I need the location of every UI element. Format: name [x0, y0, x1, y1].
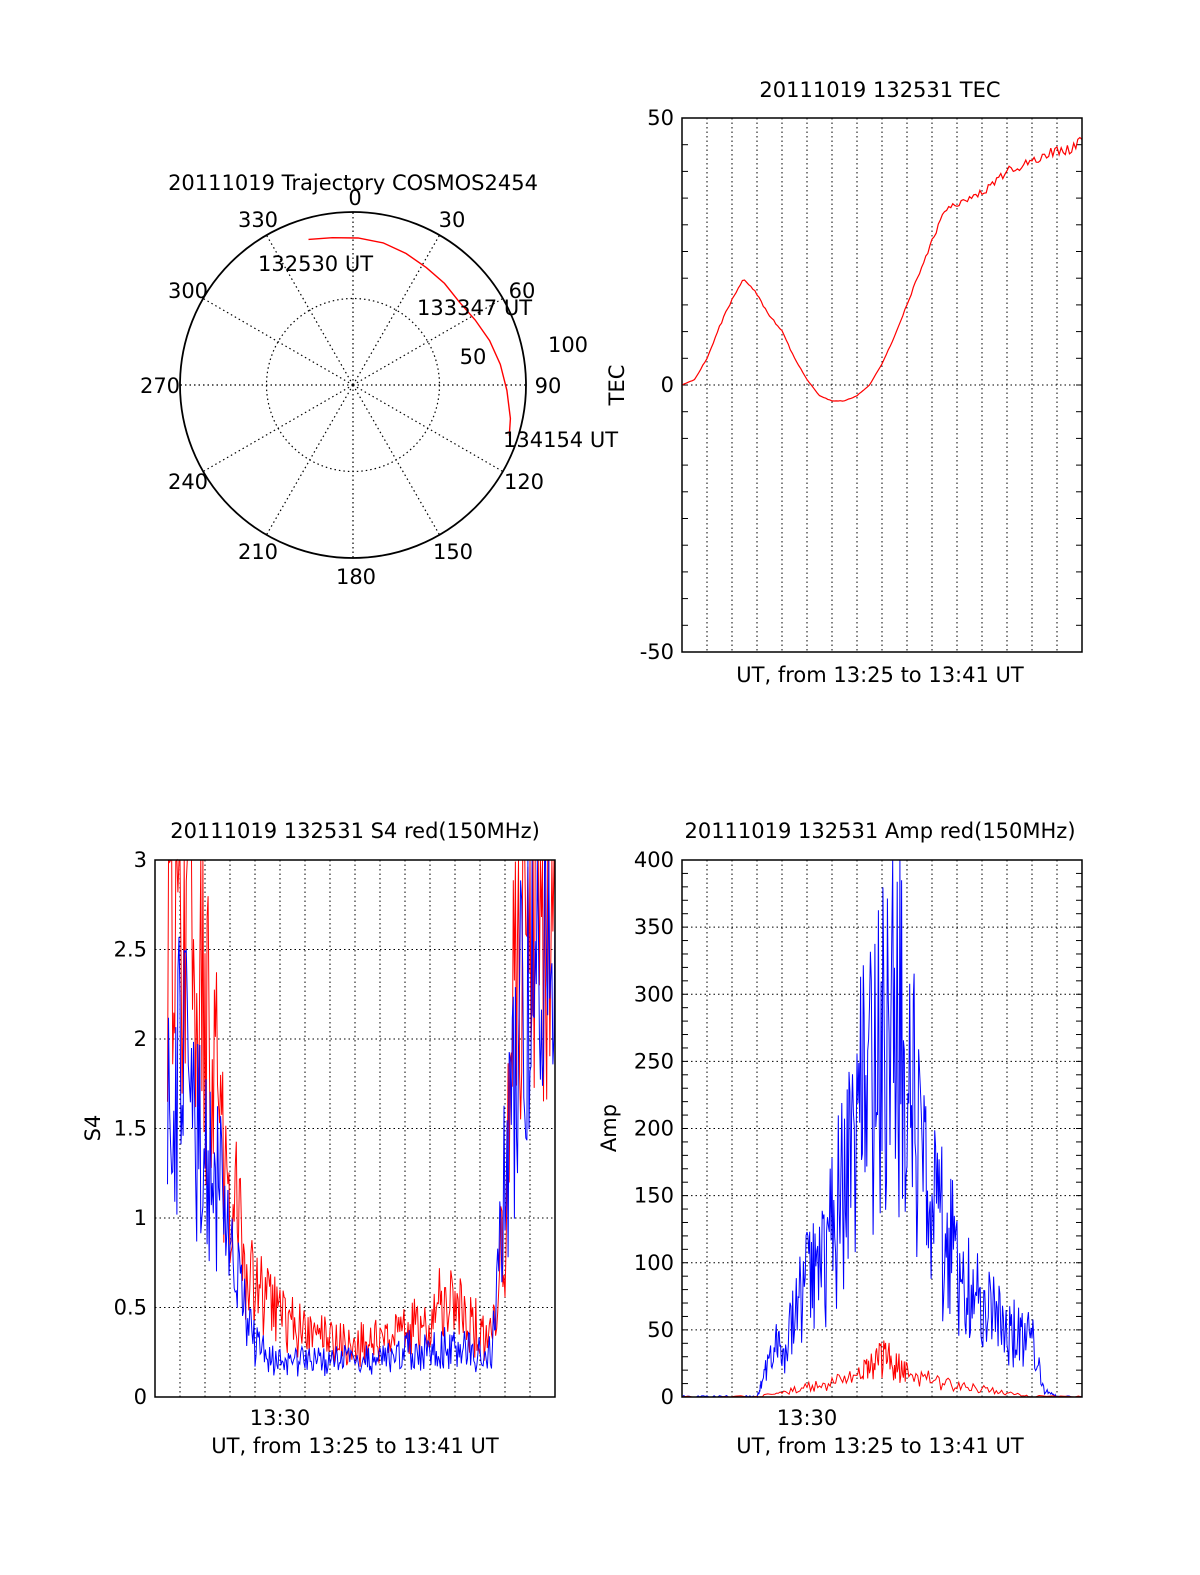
tec-series	[681, 136, 1083, 402]
polar-annotation: 134154 UT	[503, 428, 618, 452]
amp-ylabel: Amp	[597, 1104, 621, 1152]
s4-ylabel: S4	[81, 1115, 105, 1142]
s4-grid	[155, 860, 555, 1397]
polar-trajectory-line	[308, 236, 512, 436]
amp-series-red	[681, 1340, 1083, 1398]
polar-azimuth-label: 240	[168, 470, 208, 494]
amp-xlabel: UT, from 13:25 to 13:41 UT	[736, 1434, 1024, 1458]
polar-azimuth-label: 330	[238, 208, 278, 232]
s4-ytick-label: 0.5	[114, 1296, 147, 1320]
tec-series-red	[681, 136, 1083, 402]
amp-plot: 20111019 132531 Amp red(150MHz) UT, from…	[597, 819, 1083, 1458]
polar-azimuth-label: 30	[439, 208, 466, 232]
polar-azimuth-label: 120	[504, 470, 544, 494]
s4-ytick-label: 0	[134, 1385, 147, 1409]
s4-ytick-label: 2.5	[114, 938, 147, 962]
tec-frame	[681, 117, 1083, 653]
s4-xlabel: UT, from 13:25 to 13:41 UT	[211, 1434, 499, 1458]
tec-plot: 20111019 132531 TEC UT, from 13:25 to 13…	[605, 78, 1083, 687]
tec-grid	[682, 117, 1082, 653]
polar-azimuth-label: 150	[433, 540, 473, 564]
polar-trajectory-series	[308, 236, 512, 436]
polar-annotation: 133347 UT	[417, 296, 532, 320]
polar-azimuth-label: 0	[348, 186, 361, 210]
tec-ytick-label: -50	[640, 640, 674, 664]
polar-radial-line	[265, 234, 354, 386]
polar-ring-50	[265, 297, 441, 473]
s4-frame	[154, 859, 556, 1398]
amp-frame	[681, 859, 1083, 1398]
polar-outer-circle	[179, 211, 527, 559]
amp-ytick-label: 200	[634, 1117, 674, 1141]
polar-annotations: 132530 UT 133347 UT 134154 UT	[258, 252, 618, 452]
amp-grid	[682, 859, 1082, 1398]
polar-azimuth-label: 180	[336, 565, 376, 589]
polar-radial-line	[352, 297, 504, 386]
polar-azimuth-label: 270	[140, 374, 180, 398]
amp-ytick-label: 100	[634, 1251, 674, 1275]
s4-ytick-label: 1	[134, 1206, 147, 1230]
s4-series-red	[167, 858, 556, 1367]
polar-annotation: 132530 UT	[258, 252, 373, 276]
polar-azimuth-label: 210	[238, 540, 278, 564]
amp-ytick-label: 250	[634, 1049, 674, 1073]
tec-ylabel: TEC	[605, 365, 629, 407]
amp-xtick-labels: 13:30	[777, 1406, 838, 1430]
polar-azimuth-label: 60	[509, 279, 536, 303]
polar-azimuth-labels: 0 30 60 90 120 150 180 210 240 270 300 330	[140, 186, 561, 589]
amp-ytick-label: 50	[647, 1318, 674, 1342]
polar-radial-line	[352, 234, 441, 386]
amp-ytick-label: 350	[634, 915, 674, 939]
tec-ytick-labels: -50 0 50	[640, 106, 674, 664]
polar-radius-labels: 50 100	[460, 333, 588, 369]
amp-ytick-label: 150	[634, 1184, 674, 1208]
amp-ytick-label: 300	[634, 982, 674, 1006]
s4-ytick-label: 3	[134, 848, 147, 872]
s4-xtick-labels: 13:30	[250, 1406, 311, 1430]
s4-ytick-label: 1.5	[114, 1117, 147, 1141]
polar-radial-line	[202, 297, 354, 386]
polar-grid	[179, 211, 527, 559]
tec-ytick-label: 0	[661, 373, 674, 397]
s4-ytick-labels: 0 0.5 1 1.5 2 2.5 3	[114, 848, 147, 1409]
s4-ytick-label: 2	[134, 1027, 147, 1051]
s4-series	[167, 858, 556, 1377]
polar-radius-label: 50	[460, 345, 487, 369]
amp-xtick-label: 13:30	[777, 1406, 838, 1430]
tec-ytick-label: 50	[647, 106, 674, 130]
amp-ytick-label: 400	[634, 848, 674, 872]
s4-series-blue	[167, 859, 556, 1377]
s4-title: 20111019 132531 S4 red(150MHz)	[170, 819, 540, 843]
amp-series-blue	[681, 859, 1083, 1399]
amp-title: 20111019 132531 Amp red(150MHz)	[684, 819, 1075, 843]
amp-ytick-labels: 0 50 100 150 200 250 300 350 400	[634, 848, 674, 1409]
tec-title: 20111019 132531 TEC	[759, 78, 1000, 102]
s4-xtick-label: 13:30	[250, 1406, 311, 1430]
tec-xlabel: UT, from 13:25 to 13:41 UT	[736, 663, 1024, 687]
polar-azimuth-label: 90	[535, 374, 562, 398]
polar-radius-label: 100	[548, 333, 588, 357]
s4-plot: 20111019 132531 S4 red(150MHz) UT, from …	[81, 819, 556, 1458]
polar-trajectory-plot: 20111019 Trajectory COSMOS2454 0 30 60 90 12…	[140, 171, 618, 589]
amp-series	[681, 859, 1083, 1399]
polar-title: 20111019 Trajectory COSMOS2454	[168, 171, 538, 195]
polar-azimuth-label: 300	[168, 279, 208, 303]
amp-ytick-label: 0	[661, 1385, 674, 1409]
